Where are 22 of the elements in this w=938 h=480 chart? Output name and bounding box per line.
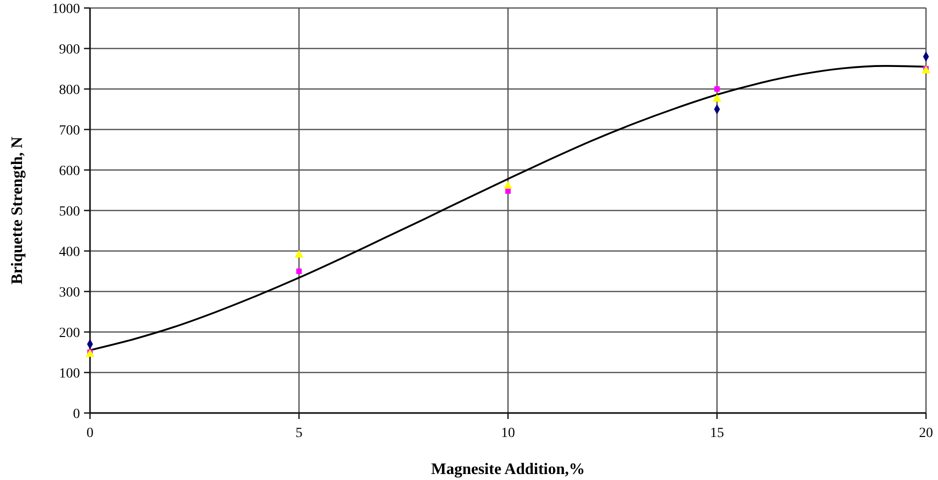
y-tick-label: 200 — [59, 326, 80, 341]
y-tick-label: 400 — [59, 244, 80, 260]
x-tick-label: 20 — [919, 426, 933, 441]
y-axis-title: Briquette Strength, N — [9, 136, 26, 284]
y-tick-label: 300 — [59, 285, 80, 300]
y-tick-label: 0 — [73, 406, 80, 422]
point — [296, 268, 302, 274]
y-tick-label: 800 — [59, 82, 80, 98]
y-tick-label: 700 — [59, 123, 80, 138]
x-tick-label: 5 — [296, 426, 302, 441]
x-tick-label: 10 — [501, 426, 515, 441]
y-tick-label: 500 — [59, 204, 80, 220]
point — [294, 250, 304, 258]
y-tick-label: 600 — [59, 164, 80, 179]
y-tick-label: 900 — [59, 42, 80, 58]
y-tick-label: 1000 — [52, 2, 80, 17]
x-tick-label: 0 — [86, 426, 94, 441]
x-tick-label: 15 — [710, 426, 724, 441]
y-tick-label: 100 — [59, 366, 80, 382]
point — [712, 94, 722, 102]
point — [504, 181, 512, 189]
x-axis-title: Magnesite Addition,% — [431, 461, 585, 478]
